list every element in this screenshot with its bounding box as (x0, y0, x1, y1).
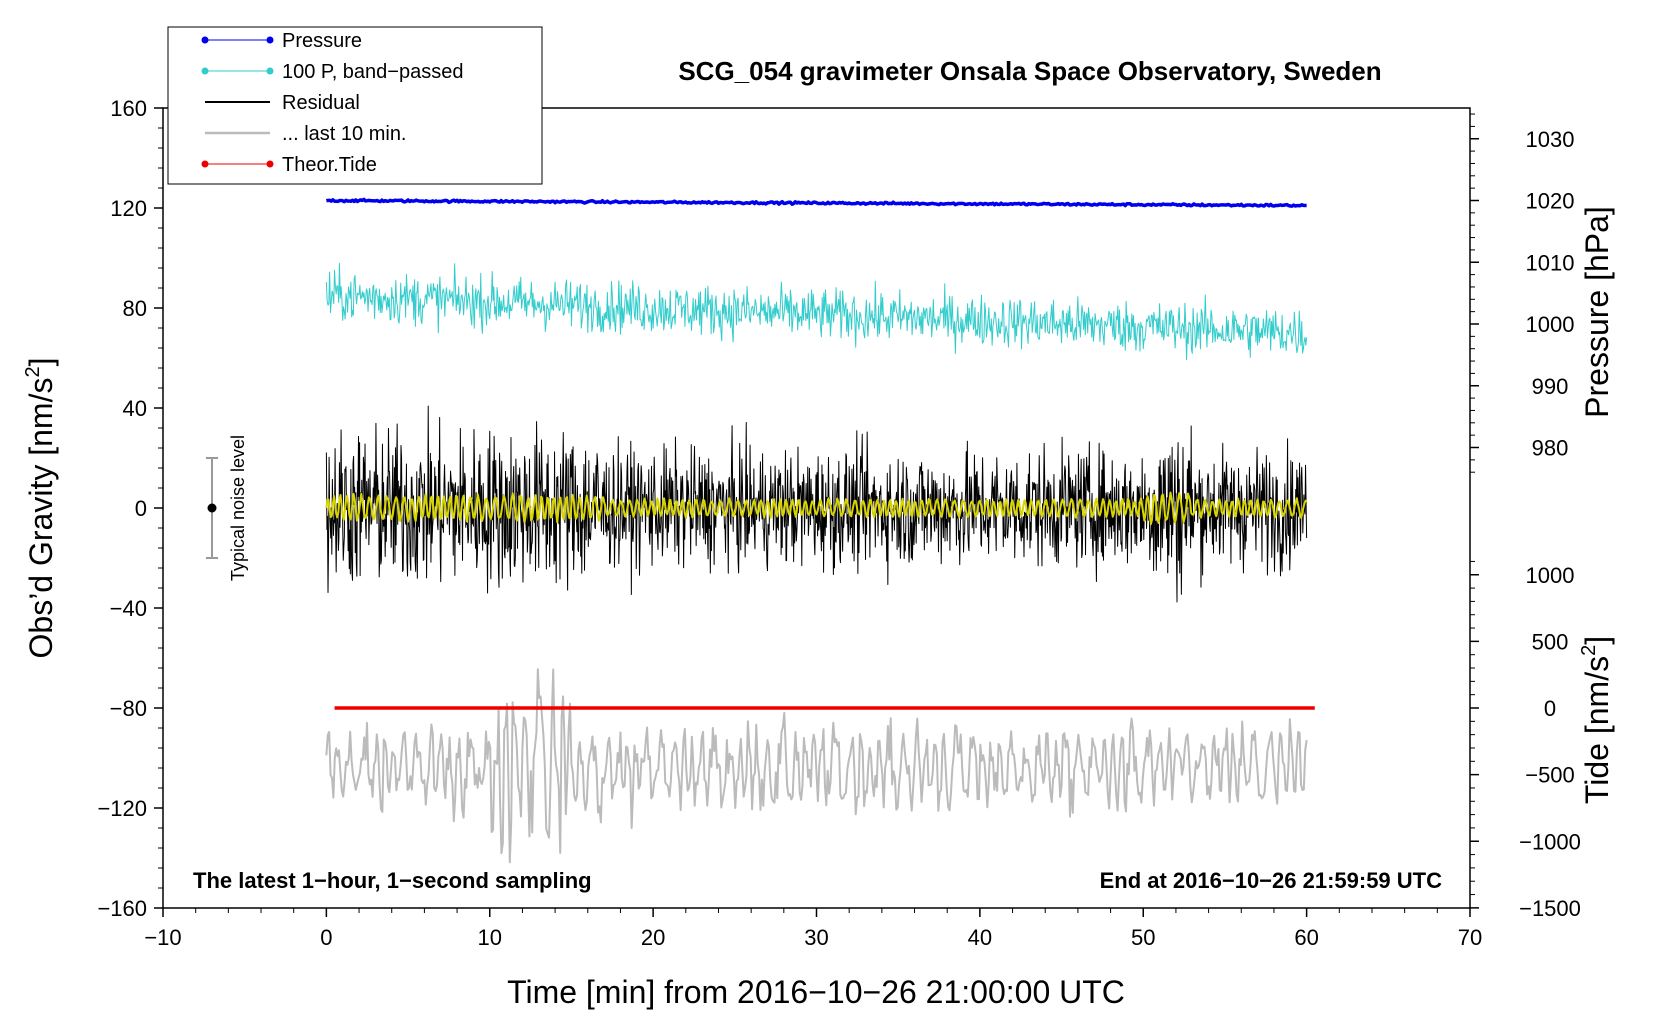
legend-entry-band-passed: 100 P, band−passed (201, 61, 463, 83)
pressure-tick-label: 1020 (1526, 189, 1575, 214)
y-left-tick-label: −80 (110, 696, 147, 721)
y-left-tick-label: 160 (110, 96, 147, 121)
svg-text:100 P, band−passed: 100 P, band−passed (282, 61, 463, 83)
x-axis: −10 0 10 20 30 40 50 60 70 (144, 908, 1482, 950)
legend-entry-theor-tide: Theor.Tide (201, 154, 377, 176)
x-tick-label: 70 (1458, 925, 1482, 950)
series-residual (325, 405, 1308, 603)
y-left-tick-label: −40 (110, 596, 147, 621)
svg-text:Theor.Tide: Theor.Tide (282, 154, 377, 176)
y-left-tick-label: −160 (97, 896, 147, 921)
x-axis-title: Time [min] from 2016−10−26 21:00:00 UTC (507, 974, 1125, 1010)
y-left-tick-label: 0 (135, 496, 147, 521)
pressure-tick-label: 990 (1532, 374, 1569, 399)
tide-tick-label: −500 (1525, 763, 1575, 788)
x-tick-label: 40 (968, 925, 992, 950)
tide-tick-label: 1000 (1526, 563, 1575, 588)
y-axis-right-bottom-title: Tide [nm/s2] (1578, 636, 1615, 804)
tide-tick-label: 0 (1544, 696, 1556, 721)
series-residual-smoothed (325, 491, 1308, 526)
tide-tick-label: −1500 (1519, 896, 1581, 921)
legend-entry-last-10-min: ... last 10 min. (205, 123, 407, 145)
pressure-tick-label: 980 (1532, 436, 1569, 461)
y-axis-right-top-title: Pressure [hPa] (1579, 206, 1615, 418)
pressure-tick-label: 1030 (1526, 127, 1575, 152)
svg-text:... last 10 min.: ... last 10 min. (282, 123, 407, 145)
x-tick-label: 50 (1131, 925, 1155, 950)
series-band-passed (325, 262, 1308, 361)
y-left-tick-label: 80 (123, 296, 147, 321)
pressure-tick-label: 1000 (1526, 312, 1575, 337)
y-left-tick-label: 120 (110, 196, 147, 221)
legend-entry-pressure: Pressure (201, 30, 362, 52)
x-tick-label: 10 (478, 925, 502, 950)
legend-box (167, 26, 543, 185)
x-tick-label: 20 (641, 925, 665, 950)
chart-title: SCG_054 gravimeter Onsala Space Observat… (678, 56, 1381, 86)
tide-tick-label: −1000 (1519, 829, 1581, 854)
legend-entry-residual: Residual (205, 92, 360, 114)
x-tick-label: 0 (320, 925, 332, 950)
y-axis-left: 160 120 80 40 0 −40 −80 −120 −160 (97, 96, 163, 921)
x-tick-label: −10 (144, 925, 181, 950)
annotation-latest-hour: The latest 1−hour, 1−second sampling (193, 868, 592, 893)
y-axis-right-bottom-title-sup: 2 (1578, 645, 1600, 656)
series-group (325, 197, 1315, 864)
y-axis-left-title: Obs’d Gravity [nm/s2] (22, 358, 59, 659)
y-left-tick-label: −120 (97, 796, 147, 821)
pressure-tick-label: 1010 (1526, 250, 1575, 275)
series-last-10-min (325, 668, 1308, 864)
noise-bar-label: Typical noise level (228, 435, 248, 581)
tide-tick-label: 500 (1532, 629, 1569, 654)
noise-bar-dot (207, 503, 217, 513)
x-tick-label: 60 (1294, 925, 1318, 950)
x-tick-label: 30 (804, 925, 828, 950)
svg-text:Pressure: Pressure (282, 30, 362, 52)
y-left-tick-label: 40 (123, 396, 147, 421)
series-pressure (325, 197, 1307, 208)
y-axis-right: 1030 1020 1010 1000 990 980 1000 500 0 −500 −1000 −… (1470, 113, 1581, 921)
legend: Pressure 100 P, band−passed Residual ...… (167, 26, 543, 185)
y-axis-left-title-sup: 2 (22, 366, 44, 377)
noise-bar: Typical noise level (206, 435, 248, 581)
annotation-end-time: End at 2016−10−26 21:59:59 UTC (1100, 868, 1443, 893)
svg-text:Residual: Residual (282, 92, 360, 114)
